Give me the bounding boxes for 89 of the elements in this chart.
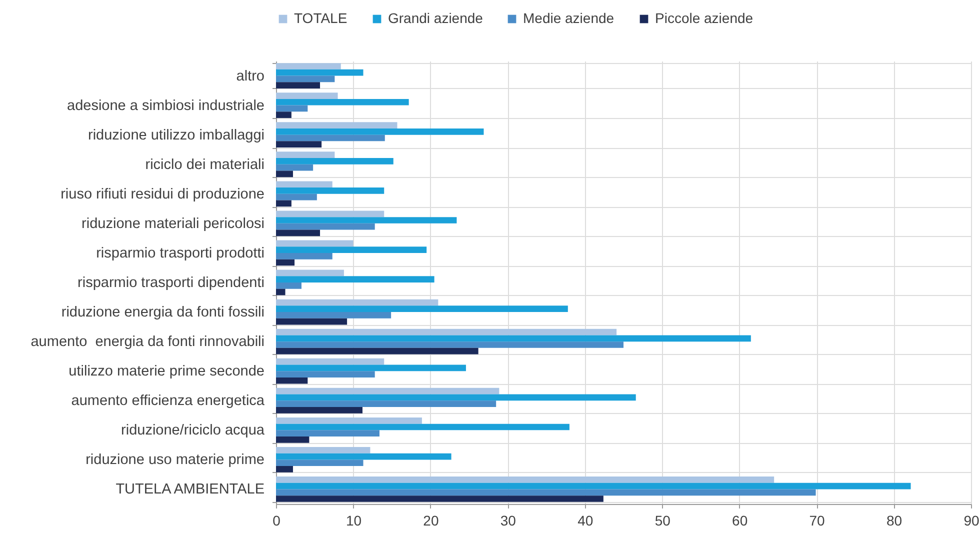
bar (276, 152, 335, 158)
bar (276, 388, 500, 394)
bar (276, 181, 332, 188)
bar (276, 460, 364, 466)
bar (276, 489, 816, 496)
bar (276, 417, 422, 424)
bar (276, 63, 341, 70)
bar (276, 482, 911, 490)
bar (276, 170, 293, 178)
bar (276, 318, 348, 325)
y-tick-label: aumento energia da fonti rinnovabili (30, 334, 264, 350)
bar (276, 288, 286, 296)
bar (276, 122, 398, 128)
x-tick-label: 40 (578, 512, 594, 528)
bar (276, 98, 409, 106)
bar (276, 259, 295, 266)
bar (276, 406, 362, 414)
bar (276, 210, 384, 218)
x-tick-label: 60 (732, 512, 748, 528)
y-tick-label: riuso rifiuti residui di produzione (60, 186, 264, 202)
bar (276, 105, 308, 112)
bar (276, 134, 385, 142)
y-tick-label: TUTELA AMBIENTALE (116, 482, 265, 498)
bar (276, 194, 317, 200)
bar (276, 200, 292, 207)
y-tick-label: riduzione/riciclo acqua (121, 422, 266, 439)
bar (276, 82, 320, 88)
x-tick-label: 0 (272, 512, 281, 528)
bar (276, 252, 332, 260)
legend-label: TOTALE (294, 10, 348, 26)
bar (276, 217, 457, 224)
bar (276, 496, 604, 502)
y-tick-label: risparmio trasporti dipendenti (78, 275, 264, 291)
y-tick-label: riduzione utilizzo imballaggi (88, 127, 264, 144)
bar (276, 270, 344, 276)
legend-label: Medie aziende (523, 10, 614, 26)
bar (276, 377, 308, 384)
y-tick-label: utilizzo materie prime seconde (68, 364, 264, 380)
bar (276, 364, 466, 372)
x-tick-label: 80 (886, 512, 902, 528)
x-tick-label: 50 (654, 512, 671, 528)
bar (276, 312, 392, 318)
x-tick-label: 20 (423, 512, 439, 528)
y-tick-label: riciclo dei materiali (145, 156, 264, 173)
bar (276, 335, 751, 342)
bar (276, 276, 434, 282)
bar (276, 69, 364, 76)
bar (276, 348, 478, 354)
bar (276, 128, 484, 135)
bar (276, 394, 636, 401)
bar (276, 466, 293, 472)
bar (276, 246, 427, 253)
bar (276, 92, 338, 99)
y-tick-label: altro (236, 68, 264, 84)
x-tick-label: 70 (809, 512, 826, 528)
x-tick-label: 10 (346, 512, 362, 528)
bar (276, 436, 310, 443)
bar (276, 141, 322, 148)
bar (276, 76, 335, 82)
y-tick-label: aumento efficienza energetica (71, 393, 266, 410)
bar (276, 371, 375, 378)
bar (276, 164, 314, 171)
bar (276, 112, 292, 118)
x-tick-label: 90 (964, 512, 979, 528)
legend-label: Grandi aziende (388, 10, 484, 26)
bar (276, 299, 438, 306)
x-tick-label: 30 (500, 512, 516, 528)
bar (276, 400, 496, 407)
bar (276, 424, 570, 430)
bar (276, 240, 354, 247)
bar (276, 158, 394, 164)
bar (276, 188, 384, 194)
bar (276, 306, 568, 312)
bar (276, 282, 302, 289)
bar (276, 230, 320, 236)
bar (276, 342, 624, 348)
y-tick-label: riduzione materiali pericolosi (82, 216, 264, 232)
bar (276, 223, 375, 230)
y-tick-label: adesione a simbiosi industriale (67, 98, 264, 114)
bar (276, 430, 380, 437)
bar (276, 453, 452, 460)
bar (276, 447, 370, 454)
bar (276, 358, 384, 365)
legend-label: Piccole aziende (655, 10, 754, 26)
y-tick-label: riduzione uso materie prime (86, 452, 264, 468)
bar (276, 476, 774, 483)
bar (276, 328, 617, 336)
y-tick-label: riduzione energia da fonti fossili (61, 304, 264, 321)
y-tick-label: risparmio trasporti prodotti (96, 245, 264, 262)
